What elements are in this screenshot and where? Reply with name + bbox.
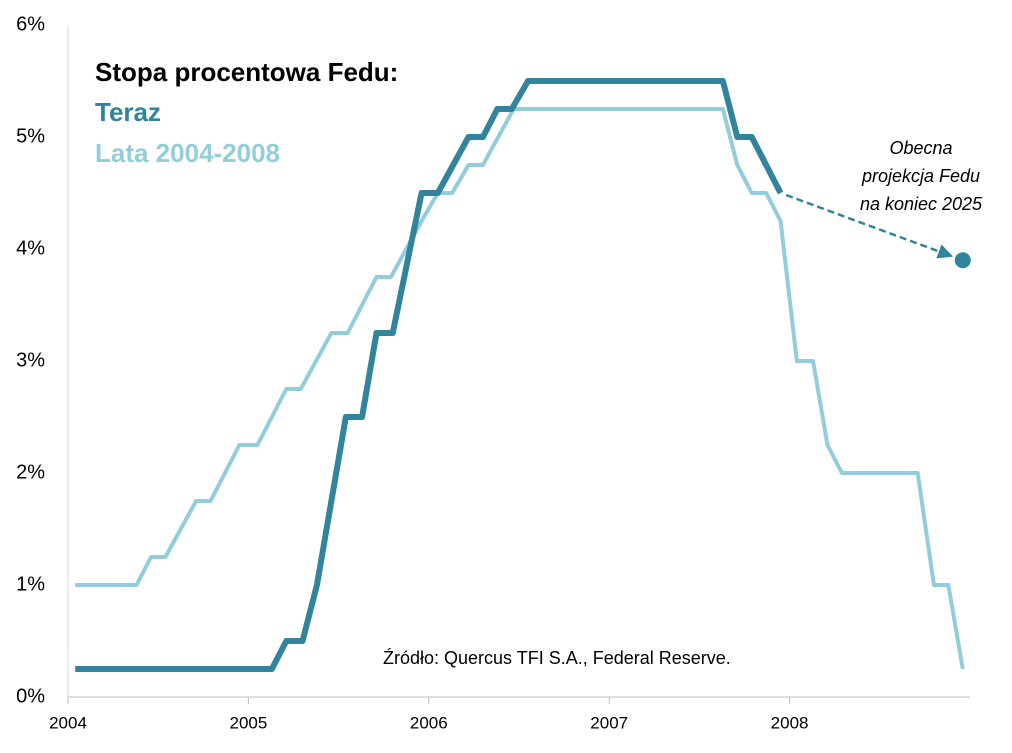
y-tick-label: 5% (16, 125, 45, 147)
annotation: Obecna (889, 138, 952, 158)
line (75, 78, 784, 672)
legend-entry: Teraz (95, 97, 161, 127)
x-tick-label: 2005 (229, 713, 267, 732)
legend-title: Stopa procentowa Fedu: (95, 57, 398, 87)
annotation: projekcja Fedu (861, 166, 980, 186)
x-tick-label: 2004 (49, 713, 87, 732)
projection-point (954, 252, 971, 269)
source: Źródło: Quercus TFI S.A., Federal Reserv… (383, 648, 731, 668)
y-tick-label: 4% (16, 237, 45, 259)
line (75, 107, 965, 670)
y-tick-label: 3% (16, 349, 45, 371)
y-tick-label: 2% (16, 461, 45, 483)
y-tick-label: 1% (16, 573, 45, 595)
x-tick-label: 2006 (410, 713, 448, 732)
y-tick-label: 6% (16, 13, 45, 35)
x-tick-label: 2008 (771, 713, 809, 732)
legend-entry: Lata 2004-2008 (95, 138, 280, 168)
projection-arrow (785, 193, 953, 259)
x-tick-label: 2007 (590, 713, 628, 732)
annotation: na koniec 2025 (860, 194, 983, 214)
y-tick-label: 0% (16, 685, 45, 707)
